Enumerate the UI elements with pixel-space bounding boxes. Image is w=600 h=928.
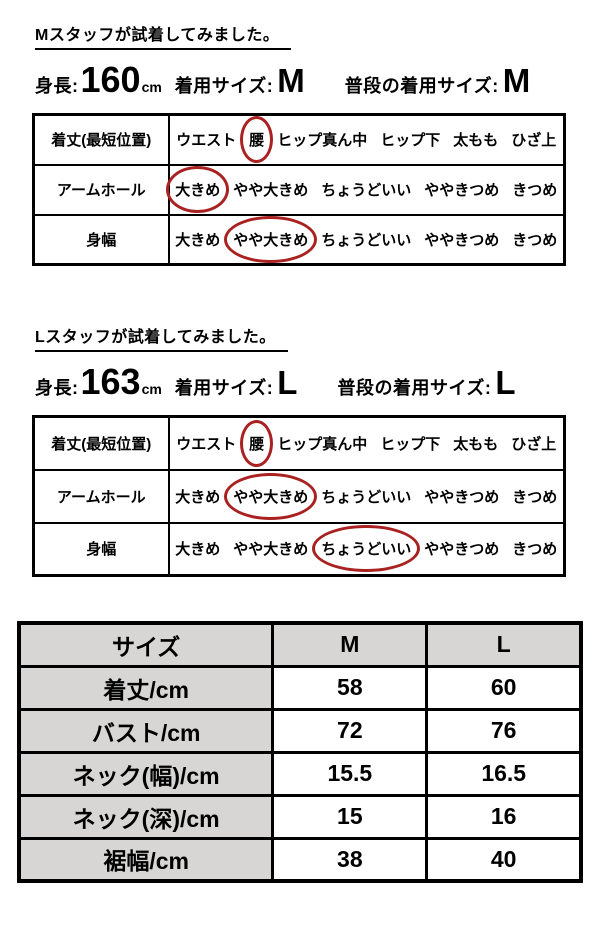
option: やや大きめ (233, 541, 309, 559)
usual-size-label: 普段の着用サイズ: (344, 76, 499, 96)
option: ちょうどいい (321, 231, 412, 249)
measure-value-l: 16.5 (425, 750, 583, 797)
row-label: 着丈(最短位置) (32, 415, 170, 471)
size-header: サイズ (17, 621, 275, 668)
option-circled: 腰 (240, 116, 274, 164)
option: ちょうどいい (321, 488, 412, 506)
fit-stats-l: 身長: 163 cm 着用サイズ: L 普段の着用サイズ: L (35, 361, 600, 403)
option: ヒップ下 (380, 132, 441, 150)
measure-label: ネック(深)/cm (17, 793, 275, 840)
fit-table-m: 着丈(最短位置) ウエスト 腰 ヒップ真ん中 ヒップ下 太もも ひざ上 アームホ… (32, 113, 566, 266)
height-label: 身長: (35, 378, 79, 398)
option: きつめ (512, 488, 558, 506)
measure-value-l: 76 (425, 707, 583, 754)
options-length-position: ウエスト 腰 ヒップ真ん中 ヒップ下 太もも ひざ上 (170, 116, 564, 164)
measure-value-m: 38 (271, 836, 429, 883)
height-unit: cm (141, 381, 162, 397)
height-value: 160 (80, 59, 141, 100)
table-row: 裾幅/cm 38 40 (17, 836, 583, 883)
table-row: 着丈(最短位置) ウエスト 腰 ヒップ真ん中 ヒップ下 太もも ひざ上 (32, 415, 566, 471)
table-row: 身幅 大きめ やや大きめ ちょうどいい ややきつめ きつめ (32, 521, 566, 577)
option: 太もも (453, 132, 499, 150)
option: ヒップ真ん中 (277, 132, 368, 150)
option: きつめ (512, 231, 558, 249)
wear-size-label: 着用サイズ: (174, 76, 274, 96)
option: ウエスト (176, 132, 237, 150)
usual-size-value: M (502, 62, 531, 99)
measure-label: 着丈/cm (17, 664, 275, 711)
option: 大きめ (175, 488, 221, 506)
option: ウエスト (176, 435, 237, 453)
option-circled: やや大きめ (224, 472, 318, 520)
size-table-header-row: サイズ M L (17, 621, 583, 668)
fit-table-l: 着丈(最短位置) ウエスト 腰 ヒップ真ん中 ヒップ下 太もも ひざ上 アームホ… (32, 415, 566, 577)
options-body-width: 大きめ やや大きめ ちょうどいい ややきつめ きつめ (170, 215, 564, 263)
row-label: 身幅 (32, 521, 170, 577)
table-row: 着丈/cm 58 60 (17, 664, 583, 711)
options-armhole: 大きめ やや大きめ ちょうどいい ややきつめ きつめ (166, 166, 564, 213)
option: きつめ (512, 541, 558, 559)
option: ややきつめ (424, 488, 500, 506)
option-circled: ちょうどいい (312, 525, 421, 573)
measure-value-m: 15 (271, 793, 429, 840)
row-label: 着丈(最短位置) (32, 113, 170, 166)
option: ややきつめ (424, 541, 500, 559)
measure-value-l: 60 (425, 664, 583, 711)
option: ちょうどいい (321, 182, 412, 199)
option: ひざ上 (511, 132, 557, 150)
usual-size-label: 普段の着用サイズ: (337, 378, 492, 398)
option: きつめ (512, 182, 558, 199)
row-label: アームホール (32, 163, 170, 216)
wear-size-value: L (277, 364, 298, 401)
option: ヒップ真ん中 (277, 435, 368, 453)
wear-size-label: 着用サイズ: (174, 378, 274, 398)
measure-label: ネック(幅)/cm (17, 750, 275, 797)
fit-stats-m: 身長: 160 cm 着用サイズ: M 普段の着用サイズ: M (35, 59, 600, 101)
option-circled: 大きめ (166, 166, 230, 213)
option: ややきつめ (424, 182, 500, 199)
measure-label: バスト/cm (17, 707, 275, 754)
fit-heading-l: Lスタッフが試着してみました。 (35, 328, 288, 352)
height-unit: cm (141, 79, 162, 95)
size-col-m: M (271, 621, 429, 668)
measure-value-m: 72 (271, 707, 429, 754)
option: 大きめ (175, 231, 221, 249)
height-value: 163 (80, 361, 141, 402)
option: 太もも (453, 435, 499, 453)
table-row: バスト/cm 72 76 (17, 707, 583, 754)
option: ひざ上 (511, 435, 557, 453)
option: ヒップ下 (380, 435, 441, 453)
table-row: 着丈(最短位置) ウエスト 腰 ヒップ真ん中 ヒップ下 太もも ひざ上 (32, 113, 566, 166)
table-row: アームホール 大きめ やや大きめ ちょうどいい ややきつめ きつめ (32, 468, 566, 524)
option-circled: やや大きめ (224, 215, 318, 263)
options-armhole: 大きめ やや大きめ ちょうどいい ややきつめ きつめ (170, 472, 564, 520)
fit-section-l: Lスタッフが試着してみました。 身長: 163 cm 着用サイズ: L 普段の着… (0, 328, 600, 577)
option: ややきつめ (424, 231, 500, 249)
fit-section-m: Mスタッフが試着してみました。 身長: 160 cm 着用サイズ: M 普段の着… (0, 26, 600, 266)
table-row: アームホール 大きめ やや大きめ ちょうどいい ややきつめ きつめ (32, 163, 566, 216)
options-length-position: ウエスト 腰 ヒップ真ん中 ヒップ下 太もも ひざ上 (170, 419, 564, 467)
measure-value-l: 16 (425, 793, 583, 840)
height-label: 身長: (35, 76, 79, 96)
measure-value-m: 58 (271, 664, 429, 711)
table-row: ネック(幅)/cm 15.5 16.5 (17, 750, 583, 797)
wear-size-value: M (277, 62, 305, 99)
table-row: ネック(深)/cm 15 16 (17, 793, 583, 840)
measure-value-m: 15.5 (271, 750, 429, 797)
row-label: アームホール (32, 468, 170, 524)
usual-size-value: L (495, 364, 516, 401)
size-col-l: L (425, 621, 583, 668)
option-circled: 腰 (240, 419, 274, 467)
size-spec-table: サイズ M L 着丈/cm 58 60 バスト/cm 72 76 ネック(幅)/… (17, 621, 583, 883)
options-body-width: 大きめ やや大きめ ちょうどいい ややきつめ きつめ (170, 525, 564, 573)
fit-heading-m: Mスタッフが試着してみました。 (35, 26, 292, 50)
row-label: 身幅 (32, 213, 170, 266)
option: 大きめ (175, 541, 221, 559)
measure-value-l: 40 (425, 836, 583, 883)
option: やや大きめ (233, 182, 309, 199)
measure-label: 裾幅/cm (17, 836, 275, 883)
table-row: 身幅 大きめ やや大きめ ちょうどいい ややきつめ きつめ (32, 213, 566, 266)
